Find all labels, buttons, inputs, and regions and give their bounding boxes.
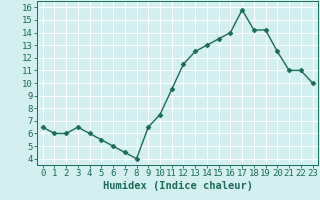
X-axis label: Humidex (Indice chaleur): Humidex (Indice chaleur) <box>103 181 252 191</box>
